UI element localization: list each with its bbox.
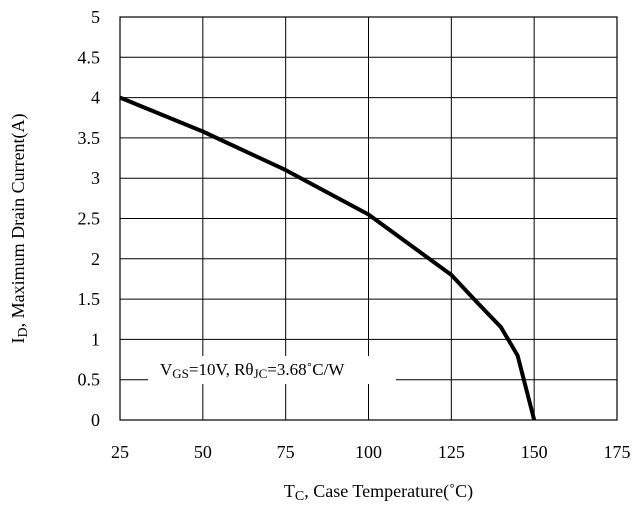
y-axis-label-rest: , Maximum Drain Current(A) — [8, 113, 29, 327]
x-axis-label-rest: , Case Temperature(˚C) — [304, 481, 473, 502]
annotation-v-subscript: GS — [172, 366, 189, 381]
y-axis-label-main: I — [8, 338, 28, 344]
y-tick-label: 5 — [91, 7, 100, 27]
x-tick-label: 150 — [521, 442, 548, 462]
series — [119, 95, 537, 421]
y-tick-label: 4.5 — [78, 47, 101, 67]
annotation-r-rest: =3.68˚C/W — [267, 360, 345, 379]
x-tick-label: 125 — [438, 442, 465, 462]
x-tick-label: 100 — [355, 442, 382, 462]
annotation-r-subscript: JC — [254, 366, 268, 381]
y-tick-label: 3 — [91, 168, 100, 188]
annotation-text: VGS=10V, RθJC=3.68˚C/W — [160, 360, 345, 381]
y-tick-label: 1 — [91, 329, 100, 349]
annotation-v-rest: =10V, Rθ — [189, 360, 254, 379]
x-tick-label: 50 — [194, 442, 212, 462]
annotation-v: V — [160, 360, 173, 379]
x-tick-label: 25 — [111, 442, 129, 462]
x-tick-label: 175 — [604, 442, 631, 462]
annotation: VGS=10V, RθJC=3.68˚C/W — [148, 356, 396, 384]
y-tick-label: 0.5 — [78, 370, 101, 390]
plot-frame — [119, 16, 618, 421]
y-axis-label: ID, Maximum Drain Current(A) — [8, 113, 31, 343]
series-line — [119, 95, 537, 421]
annotation-background — [148, 356, 396, 384]
x-tick-label: 75 — [277, 442, 295, 462]
y-tick-label: 1.5 — [78, 289, 101, 309]
x-tick-labels: 25 50 75 100 125 150 175 — [111, 442, 631, 462]
y-tick-label: 2.5 — [78, 209, 101, 229]
y-tick-label: 3.5 — [78, 128, 101, 148]
y-tick-label: 0 — [91, 410, 100, 430]
y-tick-labels: 0 0.5 1 1.5 2 2.5 3 3.5 4 4.5 5 — [78, 7, 101, 430]
y-axis-label-subscript: D — [16, 327, 31, 337]
x-axis-label-main: T — [284, 481, 295, 501]
y-tick-label: 4 — [91, 88, 100, 108]
y-tick-label: 2 — [91, 249, 100, 269]
x-axis-label: TC, Case Temperature(˚C) — [284, 481, 473, 504]
x-axis-label-subscript: C — [295, 489, 304, 504]
